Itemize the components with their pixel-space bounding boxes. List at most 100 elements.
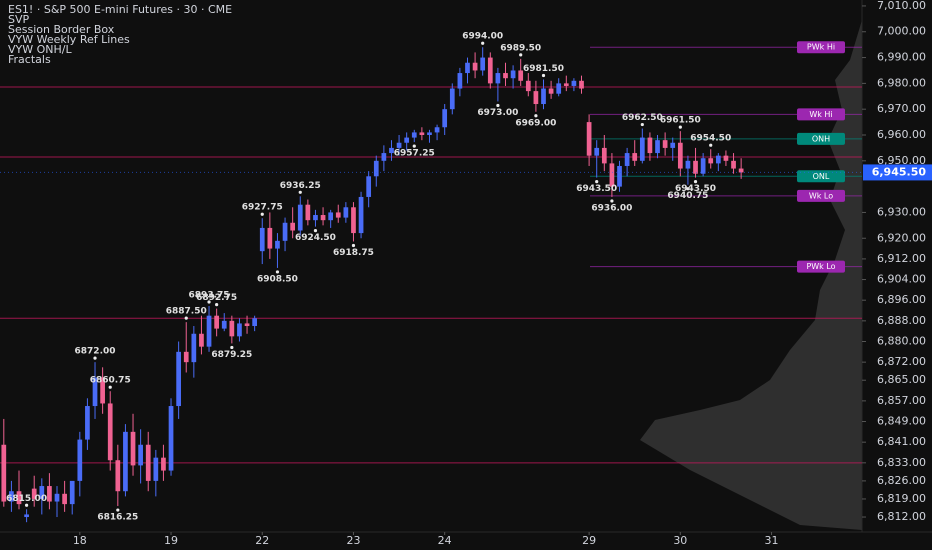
y-tick-label: 6,930.00 [877,205,926,218]
y-tick-label: 6,812.00 [877,510,926,523]
y-tick-label: 6,904.00 [877,273,926,286]
candle-body [69,480,75,505]
candle-body [662,140,668,148]
fractal-dot [534,114,538,118]
fractal-dot [275,270,280,274]
fractal-label: 6936.25 [280,181,321,191]
candle-body [396,142,402,148]
y-tick-label: 6,990.00 [877,51,926,64]
candle-body [123,431,128,492]
candle-body [297,204,303,231]
y-tick-label: 6,880.00 [877,335,926,348]
fractal-label: 6927.75 [242,203,283,213]
candle-body [229,320,235,337]
candle-body [267,227,273,249]
candle-body [381,153,387,161]
candle-body [77,439,83,481]
candle-body [24,514,29,518]
fractal-dot [116,508,120,512]
volume-profile [640,20,862,530]
candle-body [351,207,356,234]
candle-body [214,315,219,329]
candle-body [655,140,660,154]
candle-body [525,80,531,92]
candle-body [685,160,691,169]
y-tick-label: 6,819.00 [877,492,926,505]
candle-body [731,160,736,169]
fractal-label: 6981.50 [523,64,564,74]
fractal-label: 6924.50 [295,233,336,243]
candle-body [161,457,166,471]
fractal-label: 6954.50 [690,134,731,144]
candle-body [601,147,607,164]
fractal-dot [541,73,546,78]
indicator: SVP [8,13,30,26]
x-tick-label: 23 [346,534,360,547]
candle-body [632,153,638,161]
fractal-dot [693,179,698,184]
fractal-label: 6989.50 [500,43,541,53]
candle-body [373,160,379,177]
fractal-dot [230,345,234,350]
candle-body [138,444,143,466]
candle-body [1,444,7,502]
candle-body [533,91,539,105]
candle-body [708,158,714,164]
candle-body [571,80,577,86]
last-price-label: 6,945.50 [872,165,927,178]
candle-body [31,488,37,499]
fractal-label: 6892.75 [196,293,237,303]
y-tick-label: 6,849.00 [877,415,926,428]
y-tick-label: 6,970.00 [877,102,926,115]
fractal-dot [313,229,318,233]
y-tick-label: 6,896.00 [877,293,926,306]
candle-body [639,137,645,161]
fractal-label: 6943.50 [675,184,716,194]
candle-body [153,457,159,481]
ref-label-box [797,108,845,121]
fractal-label: 6872.00 [75,347,116,357]
ref-label: Wk Lo [809,191,833,200]
y-tick-label: 6,826.00 [877,474,926,487]
candle-body [313,215,318,221]
indicator: Fractals [8,53,51,66]
candle-body [556,83,562,94]
candle-body [738,168,744,173]
candle-body [168,406,174,471]
fractal-label: 6908.50 [257,274,298,284]
candle-body [107,403,113,461]
candle-body [62,493,67,505]
candle-body [518,70,524,81]
fractal-label: 6936.00 [591,203,632,213]
fractal-dot [481,41,485,45]
candle-body [16,491,22,505]
candle-body [145,444,151,481]
candle-body [472,62,478,71]
ref-label-box [797,260,845,273]
candle-body [176,351,181,407]
candle-body [617,165,622,187]
ref-label: PWk Lo [806,262,835,271]
ref-label-box [797,132,845,145]
candle-body [723,155,729,161]
candle-body [419,132,425,136]
ref-label-box [797,170,845,183]
last-price-box [863,164,932,181]
candle-body [465,62,470,74]
candle-body [92,377,98,407]
x-tick-label: 31 [765,534,779,547]
candle-body [434,127,440,133]
fractal-label: 6943.50 [576,184,617,194]
y-tick-label: 7,000.00 [877,25,926,38]
fractal-label: 6887.50 [166,307,207,317]
candle-body [670,142,676,148]
candle-body [563,83,569,86]
candle-body [47,486,52,502]
candle-body [442,109,448,128]
candle-body [275,240,280,249]
y-tick-label: 7,010.00 [877,0,926,12]
indicator: Session Border Box [8,23,115,36]
y-tick-label: 6,857.00 [877,394,926,407]
y-tick-label: 6,920.00 [877,231,926,244]
